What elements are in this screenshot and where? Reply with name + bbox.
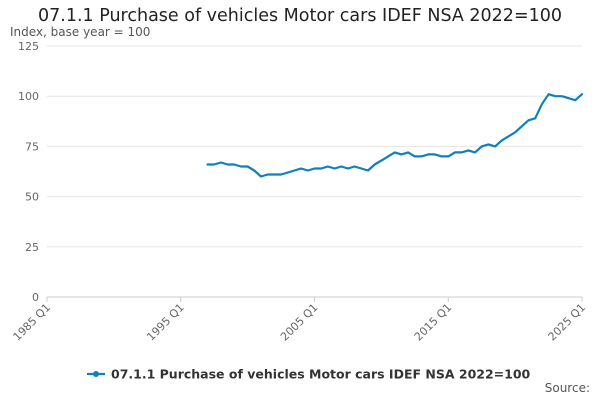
x-tick-label: 2005 Q1 <box>278 301 321 344</box>
chart-title: 07.1.1 Purchase of vehicles Motor cars I… <box>37 6 563 26</box>
x-tick-label: 2025 Q1 <box>546 301 589 344</box>
legend-label: 07.1.1 Purchase of vehicles Motor cars I… <box>111 367 531 382</box>
y-tick-label: 50 <box>25 191 39 204</box>
y-tick-label: 0 <box>32 291 39 304</box>
x-tick-label: 2015 Q1 <box>412 301 455 344</box>
y-tick-label: 100 <box>18 90 39 103</box>
y-tick-label: 125 <box>18 40 39 53</box>
legend-swatch-marker <box>93 371 99 377</box>
x-tick-label: 1985 Q1 <box>11 301 54 344</box>
y-axis-label: Index, base year = 100 <box>10 25 151 39</box>
x-tick-label: 1995 Q1 <box>144 301 187 344</box>
series-line <box>206 93 584 178</box>
source-label: Source: <box>544 381 590 395</box>
y-tick-label: 75 <box>25 140 39 153</box>
y-tick-label: 25 <box>25 241 39 254</box>
